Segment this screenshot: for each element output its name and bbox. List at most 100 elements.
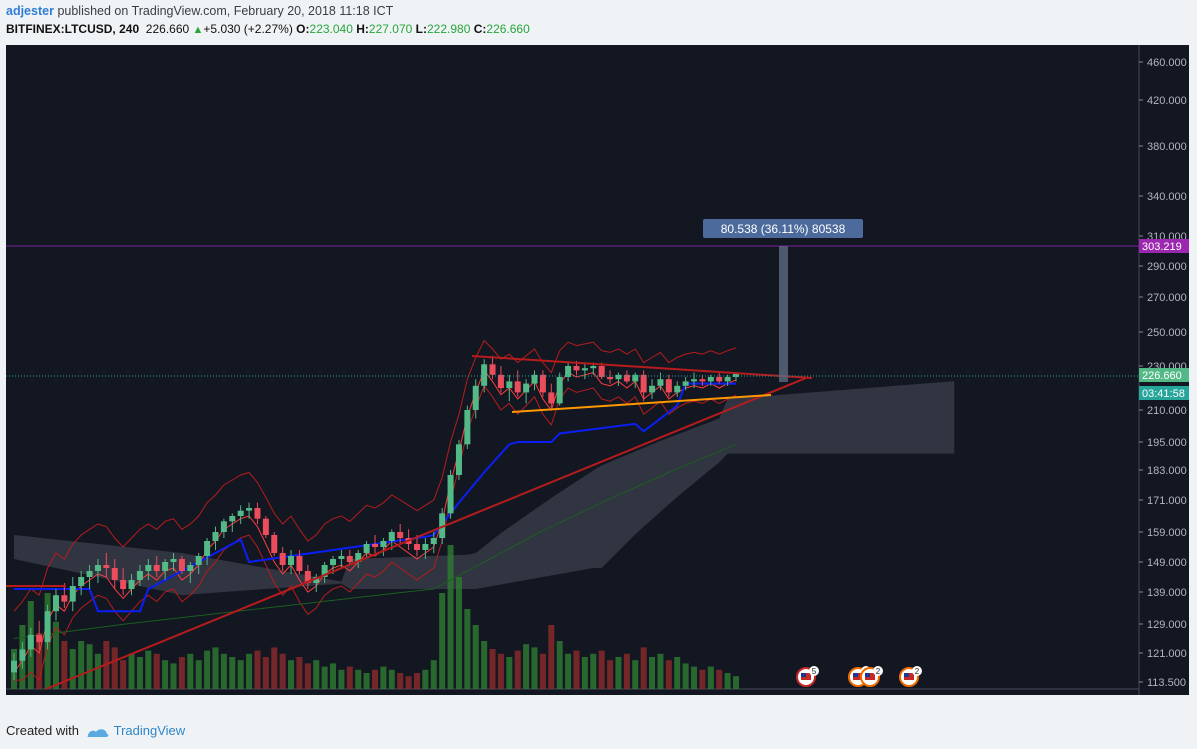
volume-bar — [330, 663, 337, 689]
chart-pane[interactable]: 460.000 420.000 380.000 340.000 310.000 290.0… — [6, 45, 1189, 695]
us-flag-event-icon[interactable]: 2 — [899, 666, 922, 687]
candle-body — [19, 649, 26, 661]
volume-bar — [136, 657, 143, 689]
created-with-text: Created with — [6, 723, 79, 738]
candle-body — [296, 556, 303, 571]
price-axis-label: 420.000 — [1147, 95, 1187, 107]
candle-body — [716, 377, 723, 382]
us-flag-event-icon[interactable]: 2 — [860, 666, 883, 687]
candle-body — [111, 568, 118, 580]
volume-bar — [52, 621, 59, 689]
volume-bar — [422, 669, 429, 689]
candle-body — [590, 366, 597, 369]
volume-bar — [229, 657, 236, 689]
volume-bar — [691, 666, 698, 689]
volume-bar — [36, 633, 43, 689]
volume-bar — [220, 653, 227, 689]
volume-bar — [573, 650, 580, 689]
candle-body — [523, 383, 530, 393]
volume-bar — [472, 625, 479, 689]
candle-body — [136, 571, 143, 580]
candle-body — [220, 521, 227, 532]
symbol-name[interactable]: BITFINEX:LTCUSD, 240 — [6, 22, 140, 36]
volume-bar — [556, 641, 563, 689]
price-axis-label: 113.500 — [1147, 677, 1186, 689]
countdown-tag-box — [1139, 386, 1189, 400]
volume-bar — [707, 666, 714, 689]
volume-bar — [212, 647, 219, 689]
candle-body — [699, 379, 706, 382]
measure-label-box — [703, 219, 863, 238]
low-label: L: — [415, 22, 427, 36]
candle-body — [539, 374, 546, 393]
price-change: +5.030 (+2.27%) — [203, 22, 293, 36]
candle-body — [455, 444, 462, 475]
candle-body — [615, 374, 622, 380]
volume-bar — [699, 669, 706, 689]
price-axis-label: 183.000 — [1147, 465, 1187, 477]
author-name[interactable]: adjester — [6, 4, 54, 18]
candle-body — [128, 580, 135, 589]
volume-bar — [649, 657, 656, 689]
candle-body — [120, 580, 127, 589]
volume-bar — [296, 657, 303, 689]
us-flag-event-icon[interactable]: 5 — [796, 666, 819, 687]
flag-canton — [801, 673, 806, 677]
candle-body — [254, 508, 261, 519]
candle-body — [565, 366, 572, 377]
candle-body — [413, 544, 420, 550]
candle-body — [363, 544, 370, 553]
volume-bar — [657, 653, 664, 689]
price-axis-label: 159.000 — [1147, 527, 1187, 539]
price-axis-label: 195.000 — [1147, 437, 1187, 449]
candle-body — [212, 532, 219, 541]
volume-bar — [346, 666, 353, 689]
volume-bar — [523, 644, 530, 689]
candle-body — [153, 565, 160, 571]
candle-body — [422, 544, 429, 550]
price-axis-label: 139.000 — [1147, 587, 1187, 599]
event-count-badge — [912, 666, 922, 676]
volume-bar — [69, 649, 76, 689]
candle-body — [397, 532, 404, 538]
volume-bar — [439, 593, 446, 689]
candle-body — [204, 541, 211, 556]
candle-body — [733, 373, 739, 377]
volume-bar — [716, 669, 723, 689]
target-price-tag: 303.219 — [1142, 241, 1182, 253]
candle-body — [262, 518, 269, 535]
candle-body — [338, 556, 345, 559]
low-value: 222.980 — [426, 22, 471, 36]
volume-bar — [338, 669, 345, 689]
candle-body — [665, 379, 672, 393]
volume-bar — [565, 653, 572, 689]
candle-body — [372, 544, 378, 547]
candle-body — [548, 392, 555, 404]
candle-body — [447, 475, 454, 514]
volume-bar — [254, 650, 261, 689]
volume-bar — [170, 663, 177, 689]
volume-bar — [682, 663, 689, 689]
candle-body — [237, 510, 244, 516]
price-axis-label: 290.000 — [1147, 261, 1187, 273]
volume-bar — [195, 660, 202, 689]
candle-body — [388, 532, 395, 541]
price-axis-label: 121.000 — [1147, 648, 1187, 660]
up-arrow-icon: ▲ — [192, 24, 204, 36]
close-label: C: — [473, 22, 487, 36]
event-count: 2 — [876, 667, 881, 676]
volume-bar — [590, 653, 597, 689]
lower-band-line — [14, 384, 737, 682]
volume-bar — [145, 650, 152, 689]
candle-body — [497, 374, 504, 388]
upper-band-line — [13, 339, 737, 612]
price-chart-svg[interactable]: 460.000420.000380.000340.000310.000290.0… — [6, 45, 1189, 695]
high-label: H: — [356, 22, 369, 36]
candle-body — [271, 535, 278, 553]
volume-bar — [204, 650, 211, 689]
ichimoku-cloud — [14, 381, 955, 596]
candle-body — [69, 586, 76, 602]
tradingview-link[interactable]: TradingView — [113, 723, 186, 738]
price-axis-label: 460.000 — [1147, 57, 1187, 69]
volume-bar — [388, 669, 395, 689]
